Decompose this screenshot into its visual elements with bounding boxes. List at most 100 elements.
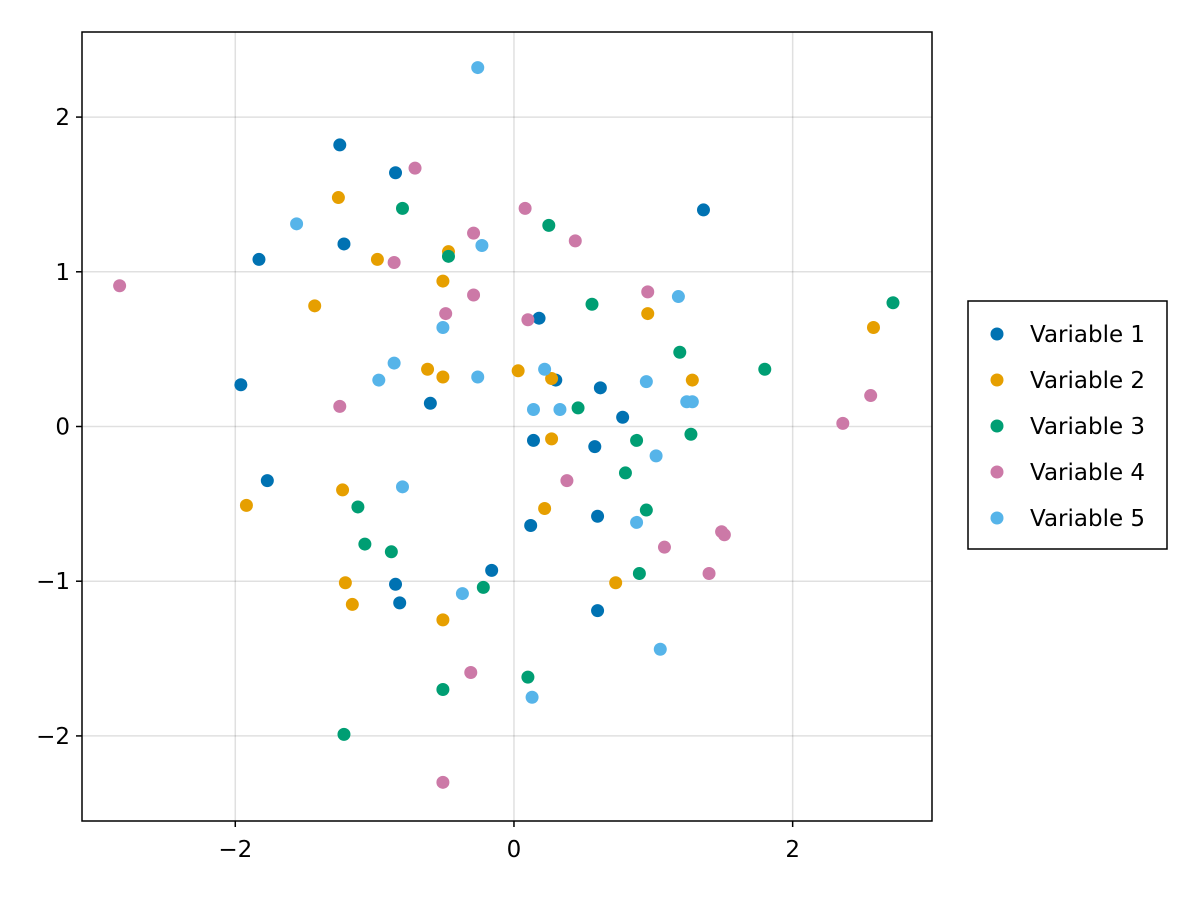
scatter-point <box>685 395 699 409</box>
scatter-point <box>308 299 322 313</box>
scatter-point <box>387 256 401 270</box>
scatter-point <box>421 362 435 376</box>
scatter-point <box>609 576 623 590</box>
scatter-point <box>673 345 687 359</box>
y-tick-label: 0 <box>55 415 70 441</box>
y-tick-label: 1 <box>55 260 70 286</box>
axis-ticks: −2 0 2 −2 −1 0 1 2 <box>36 105 800 863</box>
y-tick-label: −1 <box>36 569 70 595</box>
scatter-point <box>585 297 599 311</box>
scatter-point <box>439 307 453 321</box>
scatter-point <box>641 307 655 321</box>
scatter-point <box>641 285 655 299</box>
scatter-point <box>337 237 351 251</box>
scatter-point <box>436 775 450 789</box>
scatter-point <box>630 433 644 447</box>
legend: Variable 1 Variable 2 Variable 3 Variable 4… <box>967 300 1168 550</box>
scatter-point <box>408 161 422 175</box>
scatter-point <box>331 191 345 205</box>
scatter-point <box>588 440 602 454</box>
x-tick-label: 0 <box>507 837 522 863</box>
scatter-point <box>657 540 671 554</box>
scatter-point <box>632 566 646 580</box>
scatter-point <box>252 252 266 266</box>
scatter-point <box>370 252 384 266</box>
scatter-point <box>717 528 731 542</box>
scatter-point <box>384 545 398 559</box>
scatter-point <box>526 402 540 416</box>
scatter-point <box>521 313 535 327</box>
scatter-point <box>113 279 127 293</box>
legend-marker <box>990 465 1004 479</box>
scatter-point <box>372 373 386 387</box>
scatter-point <box>518 201 532 215</box>
scatter-point <box>351 500 365 514</box>
scatter-point <box>389 166 403 180</box>
legend-marker <box>990 511 1004 525</box>
scatter-point <box>467 226 481 240</box>
scatter-point <box>545 372 559 386</box>
scatter-point <box>758 362 772 376</box>
grid-lines <box>82 32 932 821</box>
scatter-point <box>593 381 607 395</box>
scatter-point <box>526 433 540 447</box>
scatter-point <box>571 401 585 415</box>
legend-label: Variable 5 <box>1030 506 1145 532</box>
legend-marker <box>990 373 1004 387</box>
scatter-point <box>630 515 644 529</box>
scatter-point <box>464 665 478 679</box>
legend-label: Variable 4 <box>1030 460 1145 486</box>
series-5-points <box>290 61 699 704</box>
scatter-point <box>696 203 710 217</box>
scatter-point <box>591 509 605 523</box>
scatter-point <box>524 519 538 533</box>
scatter-point <box>886 296 900 310</box>
scatter-point <box>702 566 716 580</box>
scatter-point <box>389 577 403 591</box>
scatter-point <box>467 288 481 302</box>
scatter-point <box>532 311 546 325</box>
scatter-point <box>649 449 663 463</box>
legend-label: Variable 3 <box>1030 414 1145 440</box>
series-1-points <box>234 138 710 618</box>
scatter-point <box>234 378 248 392</box>
scatter-point <box>387 356 401 370</box>
scatter-point <box>475 238 489 252</box>
legend-label: Variable 2 <box>1030 368 1145 394</box>
scatter-point <box>538 501 552 515</box>
scatter-point <box>290 217 304 231</box>
scatter-point <box>553 402 567 416</box>
scatter-point <box>336 483 350 497</box>
scatter-point <box>441 249 455 263</box>
scatter-point <box>639 503 653 517</box>
scatter-point <box>436 274 450 288</box>
scatter-point <box>471 61 485 75</box>
scatter-point <box>591 604 605 618</box>
scatter-point <box>616 410 630 424</box>
scatter-point <box>436 320 450 334</box>
scatter-point <box>618 466 632 480</box>
legend-label: Variable 1 <box>1030 322 1145 348</box>
series-4-points <box>113 161 878 789</box>
legend-marker <box>990 419 1004 433</box>
y-tick-label: 2 <box>55 105 70 131</box>
scatter-point <box>866 320 880 334</box>
scatter-point <box>393 596 407 610</box>
scatter-point <box>358 537 372 551</box>
scatter-point <box>685 373 699 387</box>
scatter-point <box>568 234 582 248</box>
scatter-point <box>836 416 850 430</box>
legend-marker <box>990 327 1004 341</box>
scatter-point <box>684 427 698 441</box>
scatter-point <box>337 727 351 741</box>
scatter-point <box>538 362 552 376</box>
scatter-point <box>671 290 685 304</box>
scatter-point <box>338 576 352 590</box>
x-tick-label: −2 <box>218 837 252 863</box>
scatter-point <box>333 138 347 152</box>
scatter-point <box>345 597 359 611</box>
scatter-point <box>485 563 499 577</box>
scatter-point <box>455 587 469 601</box>
y-tick-label: −2 <box>36 724 70 750</box>
